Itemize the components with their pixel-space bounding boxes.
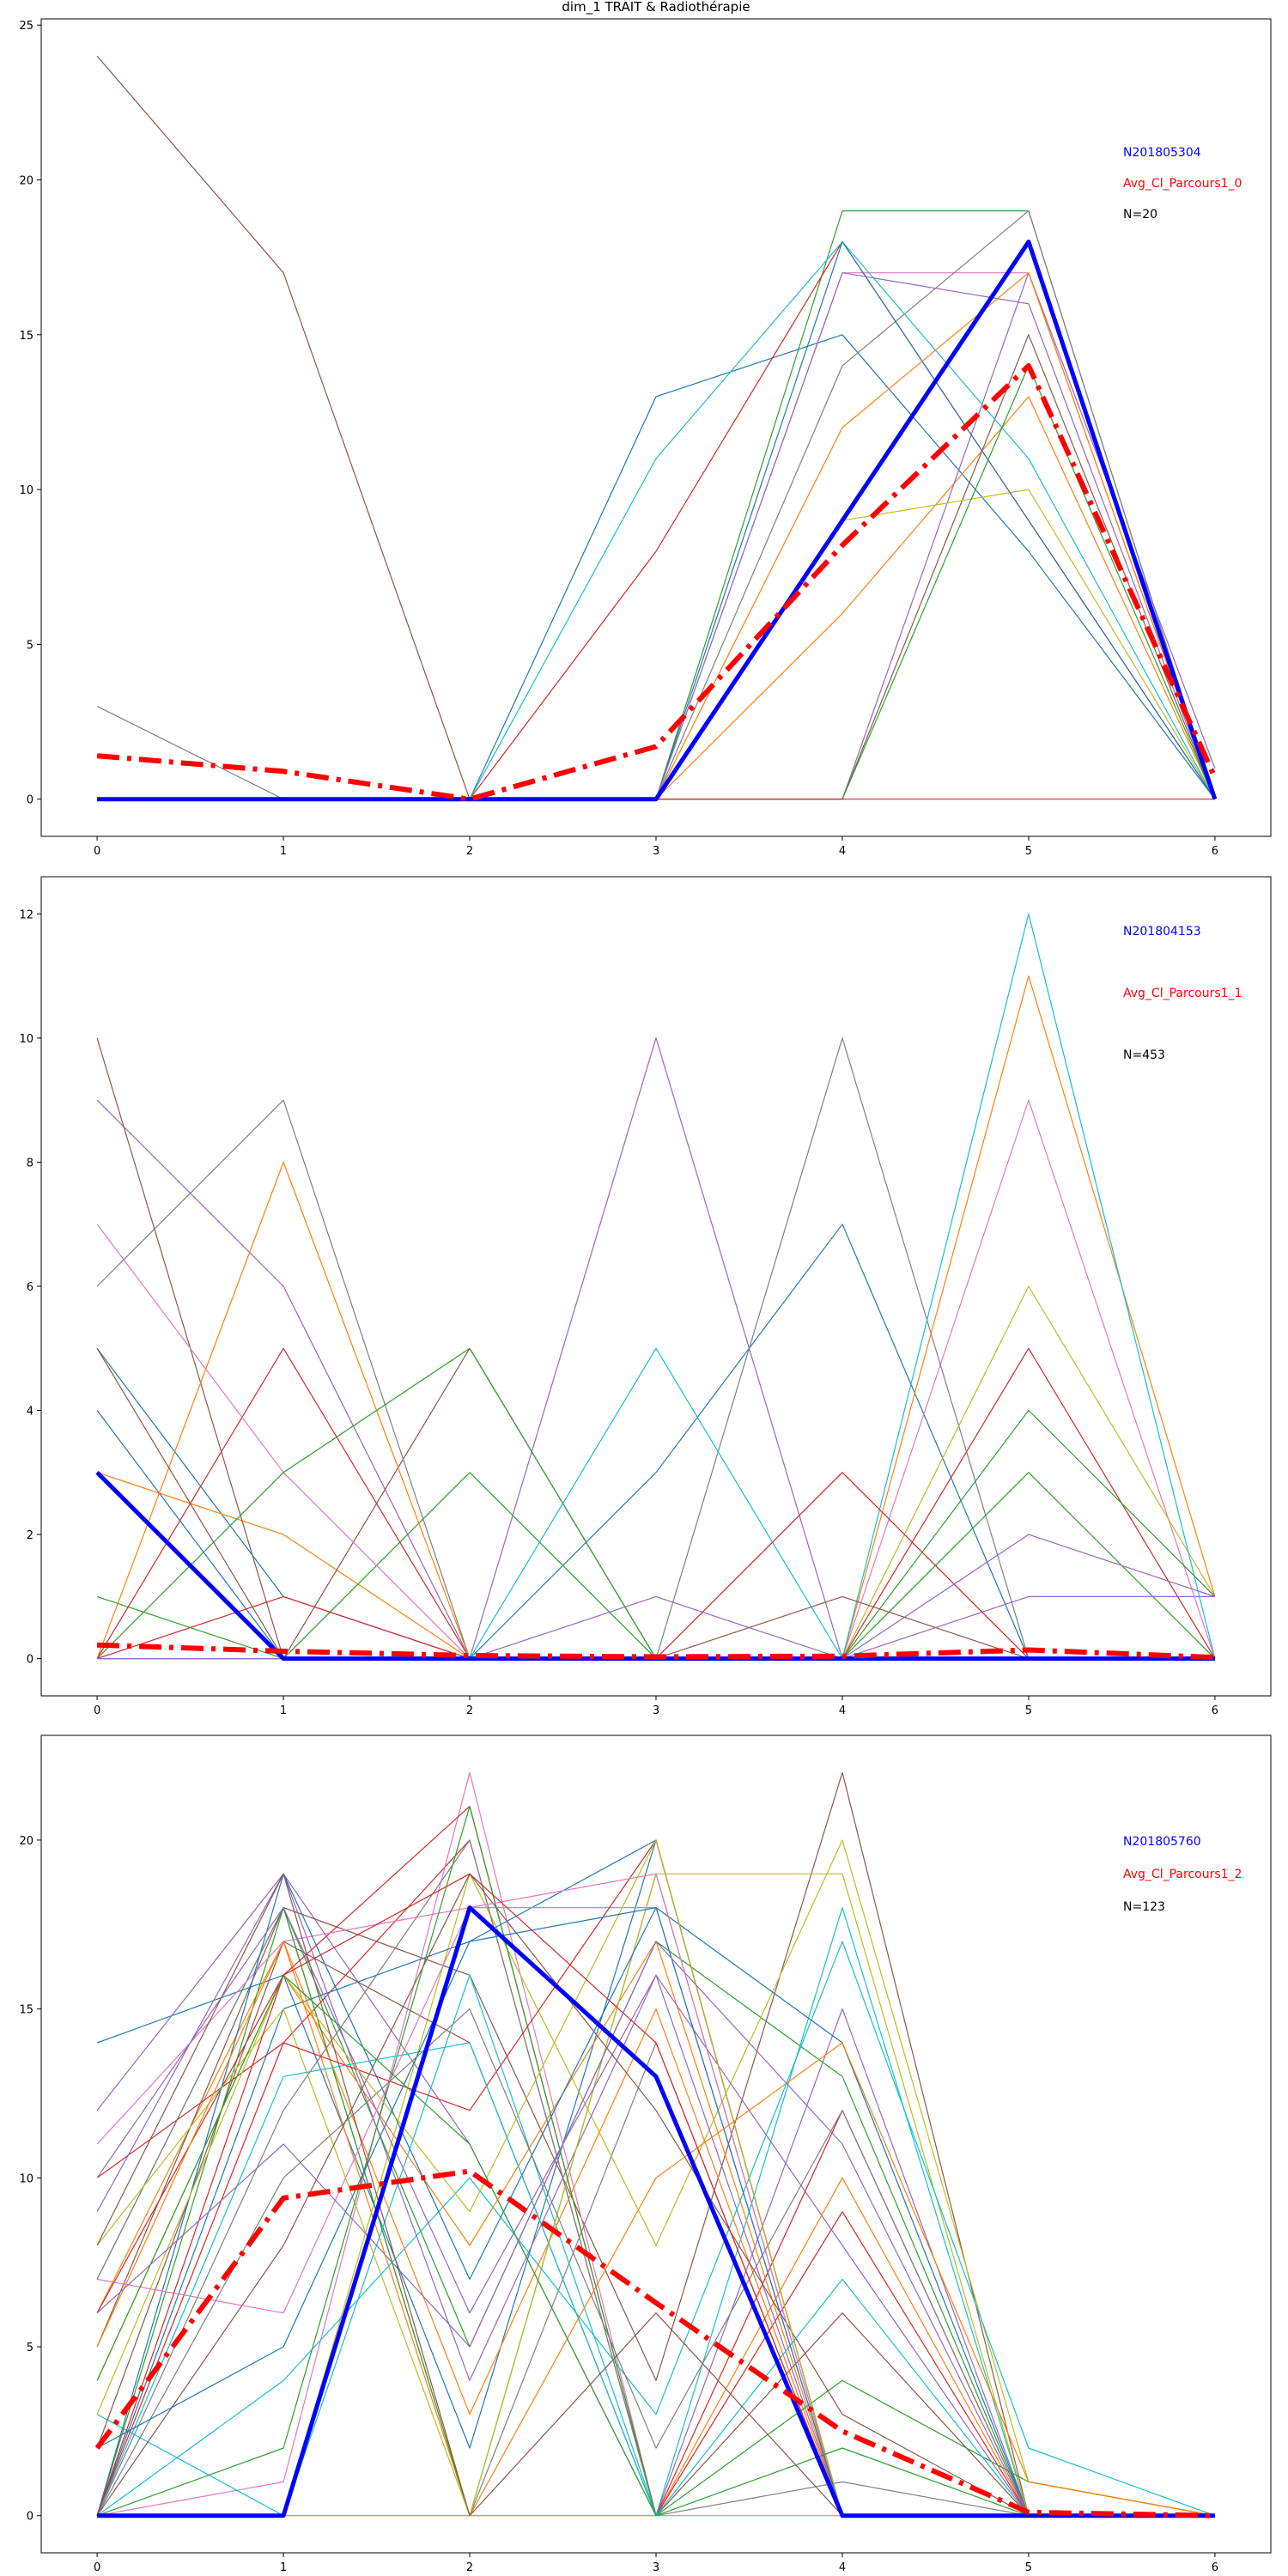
y-tick-label: 10 bbox=[19, 484, 33, 497]
highlight-legend-label: N201804153 bbox=[1123, 925, 1201, 939]
x-tick-label: 4 bbox=[839, 2561, 846, 2574]
series-line bbox=[96, 1941, 1215, 2517]
highlight-series-line bbox=[95, 1471, 1215, 1662]
plot-area-frame bbox=[40, 876, 1272, 1697]
series-line bbox=[96, 1941, 1215, 2517]
x-tick-label: 2 bbox=[466, 845, 473, 858]
average-series-line bbox=[96, 1642, 1216, 1661]
y-tick-label: 15 bbox=[19, 330, 33, 343]
series-line bbox=[96, 1224, 1215, 1660]
x-tick-label: 0 bbox=[94, 845, 100, 858]
chart-panel-2: 0 1 2 3 4 5 6024681012N201804153Avg_Cl_Parcour… bbox=[19, 876, 1272, 1717]
x-tick-label: 1 bbox=[280, 845, 287, 858]
count-legend-label: N=20 bbox=[1123, 208, 1157, 222]
y-tick-label: 5 bbox=[27, 2342, 33, 2354]
series-line bbox=[97, 272, 1216, 800]
series-line bbox=[96, 1347, 1216, 1660]
y-tick-label: 12 bbox=[19, 908, 33, 921]
series-line bbox=[96, 1941, 1216, 2517]
y-tick-label: 20 bbox=[19, 175, 33, 188]
x-tick-label: 0 bbox=[94, 2561, 100, 2574]
series-line bbox=[97, 913, 1216, 1660]
average-series-line bbox=[94, 2168, 1215, 2518]
x-tick-label: 6 bbox=[1212, 2561, 1218, 2574]
x-tick-label: 3 bbox=[653, 845, 659, 858]
series-line bbox=[97, 272, 1216, 800]
highlight-series-line bbox=[97, 1905, 1215, 2518]
chart-panel-3: 0 1 2 3 4 5 6 0 5 10 15 20 N201805760 Avg_Cl_Parcours… bbox=[19, 1735, 1272, 2574]
series-line bbox=[96, 2042, 1215, 2517]
y-tick-label: 5 bbox=[27, 639, 33, 652]
x-tick-label: 0 bbox=[94, 1704, 100, 1717]
series-line bbox=[96, 1347, 1216, 1660]
y-tick-label: 8 bbox=[27, 1157, 33, 1170]
series-line bbox=[96, 1472, 1215, 1660]
x-tick-label: 3 bbox=[653, 2561, 659, 2574]
count-legend-label: N=453 bbox=[1123, 1048, 1165, 1062]
series-line bbox=[97, 272, 1216, 800]
series-line bbox=[96, 1161, 1215, 1660]
y-tick-label: 20 bbox=[19, 1835, 33, 1848]
y-tick-label: 0 bbox=[27, 2511, 33, 2524]
x-tick-label: 5 bbox=[1025, 2561, 1032, 2574]
average-legend-label: Avg_Cl_Parcours1_1 bbox=[1123, 987, 1242, 1000]
y-tick-label: 0 bbox=[27, 794, 33, 807]
figure-title: dim_1 TRAIT & Radiothérapie bbox=[562, 0, 750, 15]
series-line bbox=[96, 1873, 1215, 2517]
y-tick-label: 4 bbox=[27, 1406, 33, 1419]
x-tick-label: 6 bbox=[1212, 845, 1218, 858]
series-line bbox=[97, 489, 1216, 800]
x-tick-label: 2 bbox=[466, 1704, 473, 1717]
average-legend-label: Avg_Cl_Parcours1_0 bbox=[1123, 177, 1242, 191]
series-line bbox=[96, 55, 1216, 800]
x-tick-label: 6 bbox=[1212, 1704, 1218, 1717]
x-tick-label: 1 bbox=[280, 1704, 287, 1717]
y-tick-label: 10 bbox=[19, 1033, 33, 1046]
x-tick-label: 5 bbox=[1025, 1704, 1032, 1717]
series-line bbox=[97, 272, 1216, 800]
x-tick-label: 2 bbox=[466, 2561, 473, 2574]
series-line bbox=[96, 1771, 1215, 2517]
y-tick-label: 2 bbox=[27, 1529, 33, 1542]
average-series-line bbox=[96, 362, 1218, 802]
series-line bbox=[96, 1771, 1215, 2517]
x-tick-label: 4 bbox=[839, 845, 846, 858]
highlight-legend-label: N201805304 bbox=[1123, 146, 1201, 160]
x-tick-label: 4 bbox=[839, 1704, 846, 1717]
series-line bbox=[96, 1941, 1215, 2517]
y-tick-label: 25 bbox=[19, 20, 33, 33]
series-line bbox=[96, 1472, 1216, 1660]
y-tick-label: 0 bbox=[27, 1654, 33, 1667]
series-line bbox=[96, 1347, 1215, 1660]
series-line bbox=[96, 2008, 1215, 2517]
y-tick-label: 15 bbox=[19, 2004, 33, 2017]
highlight-series-line bbox=[97, 240, 1218, 802]
highlight-legend-label: N201805760 bbox=[1123, 1835, 1201, 1849]
series-line bbox=[97, 365, 1216, 800]
y-tick-label: 6 bbox=[27, 1281, 33, 1294]
series-line bbox=[96, 1941, 1215, 2517]
chart-panel-1: 0 1 2 3 4 5 6 0 5 10 15 20 25 N201805304 Avg_Cl_Parcou… bbox=[19, 18, 1272, 858]
series-line bbox=[96, 1037, 1215, 1660]
series-line bbox=[96, 1941, 1215, 2517]
y-tick-label: 10 bbox=[19, 2172, 33, 2185]
count-legend-label: N=123 bbox=[1123, 1900, 1165, 1914]
x-tick-label: 5 bbox=[1025, 845, 1032, 858]
average-legend-label: Avg_Cl_Parcours1_2 bbox=[1123, 1868, 1242, 1881]
series-line bbox=[97, 396, 1216, 800]
series-line bbox=[97, 2042, 1216, 2517]
x-tick-label: 1 bbox=[280, 2561, 287, 2574]
x-tick-label: 3 bbox=[653, 1704, 659, 1717]
